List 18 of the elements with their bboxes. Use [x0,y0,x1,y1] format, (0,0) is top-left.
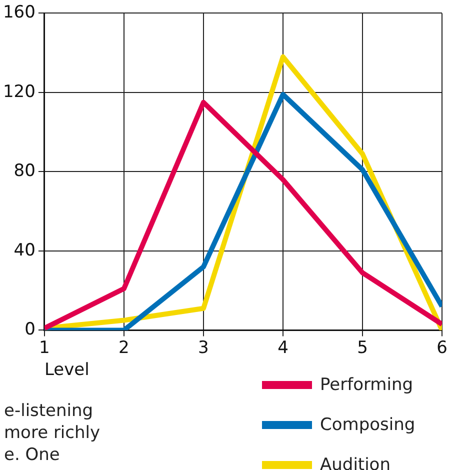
x-tick-label: 1 [39,338,50,358]
legend-label: Performing [320,375,414,395]
y-tick-label: 0 [24,320,36,340]
y-tick-label: 80 [14,161,36,182]
x-tick-label: 4 [278,338,288,358]
y-tick-label: 120 [2,82,36,102]
y-tick-label: 40 [14,240,36,260]
legend-label: Composing [320,415,416,435]
text: e-listening [4,400,94,422]
x-axis-title: Level [44,360,90,380]
y-tick-label: 160 [2,2,36,23]
legend-label: Audition [320,455,390,470]
x-tick-label: 5 [357,338,368,358]
x-tick-label: 6 [436,338,448,358]
text: e. One [4,444,61,466]
x-tick-label: 3 [198,338,209,358]
x-tick-label: 2 [118,338,130,358]
text: more richly [4,422,100,444]
